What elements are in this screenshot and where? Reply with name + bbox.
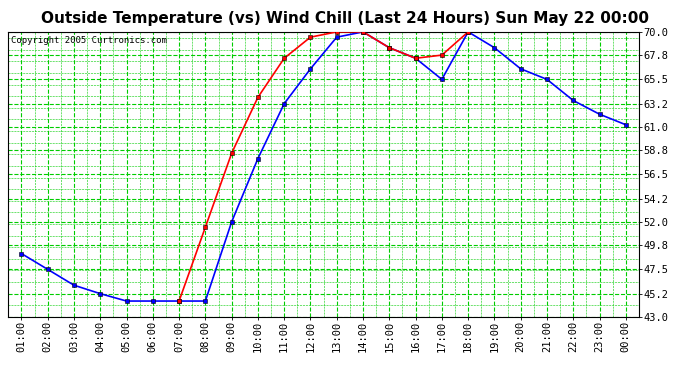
Text: Copyright 2005 Curtronics.com: Copyright 2005 Curtronics.com [12,36,167,45]
Text: Outside Temperature (vs) Wind Chill (Last 24 Hours) Sun May 22 00:00: Outside Temperature (vs) Wind Chill (Las… [41,11,649,26]
